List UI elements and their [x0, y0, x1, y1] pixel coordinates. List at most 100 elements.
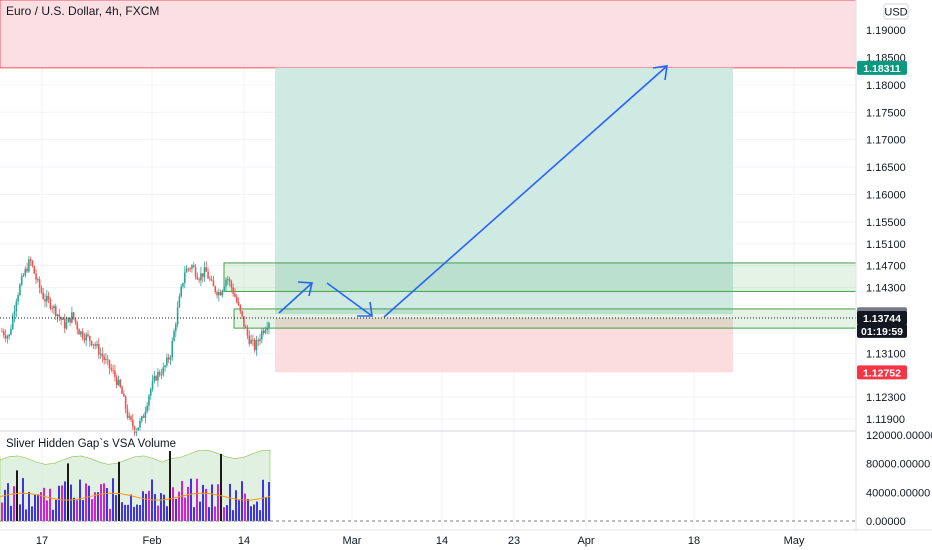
volume-bar — [46, 500, 48, 521]
candle-body — [235, 296, 238, 303]
candle-body — [167, 357, 170, 360]
volume-average-line — [0, 492, 271, 501]
currency-label: USD — [884, 7, 907, 19]
volume-bar — [154, 494, 156, 521]
volume-bar — [259, 510, 261, 521]
candle-body — [203, 267, 206, 277]
candle-body — [51, 308, 53, 309]
candle-body — [17, 295, 19, 302]
volume-bar — [193, 507, 195, 521]
candle-body — [85, 334, 88, 341]
volume-bar — [94, 492, 96, 521]
volume-bar — [232, 510, 234, 521]
time-label[interactable]: Feb — [143, 535, 162, 547]
volume-bar — [262, 479, 264, 521]
candle-body — [158, 371, 161, 376]
time-label[interactable]: Apr — [577, 535, 594, 547]
candle-body — [198, 279, 200, 281]
volume-bar — [70, 484, 72, 521]
candle-body — [35, 273, 37, 280]
candle-body — [194, 267, 197, 277]
price-tick-label: 1.19000 — [866, 25, 906, 37]
arrow-down[interactable] — [326, 282, 373, 317]
time-label[interactable]: Mar — [343, 535, 362, 547]
price-badge-label: 01:19:59 — [861, 326, 903, 338]
arrow-target[interactable] — [383, 65, 668, 318]
price-tick-label: 1.17500 — [866, 107, 906, 119]
candle-body — [44, 298, 46, 302]
candle-body — [261, 330, 263, 340]
candle-body — [31, 260, 34, 267]
currency-button[interactable] — [883, 3, 909, 20]
time-label[interactable]: May — [784, 535, 805, 547]
target-zone[interactable] — [275, 67, 733, 315]
candle-body — [103, 356, 105, 361]
candle-body — [112, 369, 114, 371]
volume-bar — [208, 507, 210, 521]
time-label[interactable]: 23 — [508, 535, 520, 547]
volume-bar — [181, 481, 183, 521]
time-axis-labels[interactable]: 17 Feb 14 Mar 14 23 Apr 18 May — [36, 535, 805, 547]
volume-bar — [76, 500, 78, 521]
price-tick-label: 1.13100 — [866, 348, 906, 360]
price-tick-label: 1.14300 — [866, 283, 906, 295]
candle-body — [22, 275, 25, 277]
volume-bar — [88, 485, 90, 521]
candle-body — [69, 317, 71, 323]
candle-body — [78, 329, 80, 335]
price-badge-label: 1.13744 — [863, 313, 901, 325]
volume-bar — [139, 505, 141, 521]
candle-body — [132, 419, 134, 427]
candle-body — [266, 328, 269, 331]
volume-bar — [73, 497, 75, 521]
volume-indicator-title[interactable]: Sliver Hidden Gap`s VSA Volume — [6, 438, 176, 450]
supply-zone[interactable] — [0, 0, 857, 69]
candle-body — [200, 273, 202, 281]
time-label[interactable]: 17 — [36, 535, 48, 547]
volume-bar — [166, 506, 168, 521]
volume-bar — [49, 488, 51, 521]
time-label[interactable]: 14 — [436, 535, 448, 547]
candle-body — [253, 340, 256, 351]
price-tick-label: 1.14700 — [866, 261, 906, 273]
volume-tick-label: 120000.00000 — [866, 430, 932, 442]
price-scale-bg[interactable] — [856, 0, 932, 530]
stop-zone[interactable] — [275, 318, 733, 373]
candle-body — [72, 312, 75, 319]
candle-body — [29, 259, 32, 261]
resistance-zone[interactable] — [223, 262, 857, 292]
volume-bar — [118, 461, 120, 521]
volume-bar — [256, 501, 258, 521]
candle-body — [47, 295, 50, 300]
candle-body — [71, 312, 73, 323]
projection-arrows[interactable] — [278, 65, 668, 318]
price-tick-label: 1.17000 — [866, 135, 906, 147]
candle-body — [126, 409, 129, 418]
candle-body — [94, 344, 96, 346]
volume-bar — [64, 481, 66, 521]
volume-bar — [211, 484, 213, 521]
candle-body — [148, 395, 150, 406]
candle-body — [205, 267, 208, 272]
candle-body — [221, 290, 224, 296]
candle-body — [133, 426, 136, 433]
volume-bar — [127, 504, 129, 521]
price-tick-label: 1.18000 — [866, 80, 906, 92]
candle-body — [257, 340, 260, 342]
candle-body — [185, 268, 188, 273]
symbol-title[interactable]: Euro / U.S. Dollar, 4h, FXCM — [6, 4, 159, 18]
arrow-up-small[interactable] — [278, 282, 313, 314]
candle-body — [230, 281, 233, 288]
candle-body — [219, 291, 222, 296]
time-label[interactable]: 18 — [688, 535, 700, 547]
time-label[interactable]: 14 — [238, 535, 250, 547]
volume-bar — [199, 501, 201, 521]
volume-bar — [31, 506, 33, 521]
candle-body — [137, 427, 139, 432]
candle-body — [241, 310, 243, 317]
arrowhead-target — [652, 65, 668, 81]
volume-bar — [253, 504, 255, 521]
candle-body — [149, 388, 152, 396]
volume-bar — [28, 492, 30, 521]
